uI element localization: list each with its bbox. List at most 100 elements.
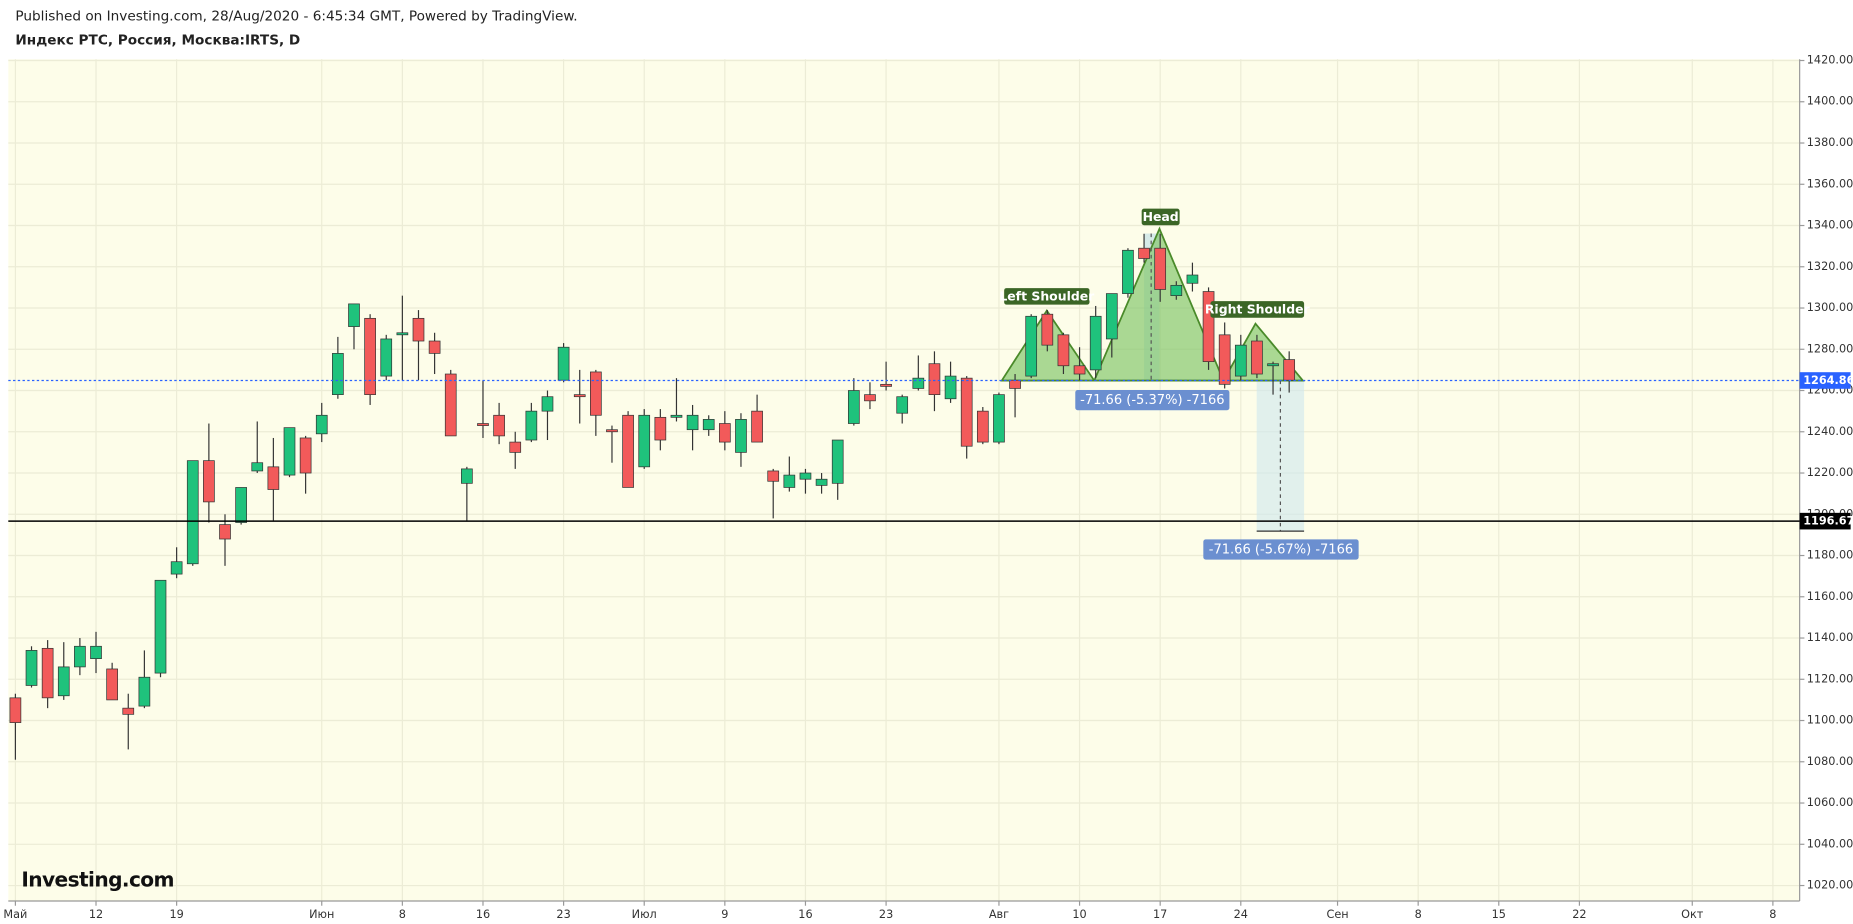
- logo: Investing.com: [21, 867, 174, 891]
- candle-body: [1041, 313, 1054, 346]
- candle-body: [1105, 293, 1118, 340]
- measure-label-box: [1075, 390, 1230, 411]
- y-tick-label: 1240.00: [1807, 425, 1853, 438]
- candle-body: [186, 460, 199, 565]
- candle-body: [1251, 340, 1263, 375]
- candle-body: [412, 317, 425, 342]
- annotation-box: [1141, 208, 1180, 226]
- candle-body: [1089, 315, 1102, 371]
- candle-body: [1202, 291, 1215, 363]
- candle-body: [541, 396, 554, 412]
- y-tick-label: 1360.00: [1807, 177, 1853, 190]
- candle-body: [573, 394, 586, 398]
- candle-body: [203, 460, 215, 503]
- candle-body: [428, 340, 441, 354]
- y-tick-label: 1340.00: [1807, 219, 1853, 232]
- candle-body: [1057, 334, 1070, 367]
- y-tick-label: 1160.00: [1807, 590, 1853, 603]
- x-tick-label: 8: [399, 908, 406, 921]
- candle-body: [477, 423, 489, 426]
- candle-body: [767, 470, 780, 482]
- price-label: 1196.67: [1803, 515, 1853, 528]
- chart-title: Индекс РТС, Россия, Москва:IRTS, D: [15, 32, 300, 48]
- y-tick-label: 1060.00: [1807, 796, 1853, 809]
- candle-body: [299, 437, 312, 474]
- candle-body: [815, 478, 828, 486]
- candle-body: [719, 423, 731, 443]
- x-tick-label: 8: [1769, 908, 1776, 921]
- x-tick-label: 16: [476, 908, 490, 921]
- candle-body: [912, 377, 925, 389]
- candle-body: [509, 441, 522, 453]
- candle-body: [1218, 334, 1231, 385]
- candle-body: [41, 647, 54, 699]
- candle-body: [654, 416, 667, 441]
- overlay: Left Shoulder Head Right Shoulder -71.66…: [21, 208, 1359, 891]
- measure-label: -71.66 (-5.67%) -7166: [1209, 543, 1353, 558]
- x-tick-label: 22: [1572, 908, 1586, 921]
- candle-body: [590, 371, 602, 416]
- subtitle: Published on Investing.com, 28/Aug/2020 …: [15, 9, 577, 25]
- y-tick-label: 1300.00: [1807, 301, 1853, 314]
- candle-body: [1138, 247, 1150, 259]
- candle-body: [976, 410, 989, 443]
- candle-body: [960, 377, 973, 447]
- x-tick-label: 17: [1153, 908, 1167, 921]
- annotation: Left Shoulder: [999, 288, 1095, 303]
- y-tick-label: 1080.00: [1807, 755, 1853, 768]
- candle-body: [670, 414, 683, 418]
- candle-body: [25, 650, 38, 686]
- candle-body: [1283, 359, 1296, 381]
- candle-body: [1267, 363, 1279, 367]
- candle-body: [364, 317, 376, 396]
- annotation: Right Shoulder: [1205, 302, 1311, 317]
- candle-body: [1073, 365, 1086, 375]
- y-tick-label: 1380.00: [1807, 136, 1853, 149]
- candle-body: [799, 472, 812, 480]
- x-tick-label: 10: [1072, 908, 1086, 921]
- y-tick-label: 1320.00: [1807, 260, 1853, 273]
- y-tick-label: 1280.00: [1807, 342, 1853, 355]
- x-tick-label: Июн: [309, 908, 334, 921]
- y-tick-label: 1180.00: [1807, 549, 1853, 562]
- candle-body: [170, 561, 183, 575]
- candle-body: [864, 394, 876, 402]
- price-label: 1264.86: [1803, 374, 1853, 387]
- candle-body: [154, 579, 167, 674]
- x-tick-label: Окт: [1681, 908, 1704, 921]
- grid: [8, 59, 1800, 902]
- candle-body: [1122, 249, 1134, 294]
- candle-body: [557, 346, 570, 381]
- y-tick-label: 1400.00: [1807, 95, 1853, 108]
- candle-body: [219, 524, 231, 540]
- x-tick-label: Сен: [1326, 908, 1348, 921]
- x-tick-label: 24: [1234, 908, 1248, 921]
- price-label-box: [1799, 512, 1851, 530]
- candle-body: [461, 468, 473, 484]
- candle-body: [380, 338, 393, 377]
- candle-body: [783, 474, 796, 488]
- x-tick-label: 9: [721, 908, 728, 921]
- x-tick-label: 8: [1415, 908, 1422, 921]
- candle-body: [622, 414, 634, 488]
- candle-body: [831, 439, 844, 484]
- x-tick-label: 23: [879, 908, 893, 921]
- candle-body: [493, 414, 505, 437]
- candle-body: [1009, 379, 1021, 389]
- annotation-box: [1004, 288, 1090, 305]
- candle-body: [283, 427, 296, 476]
- x-tick-label: 15: [1492, 908, 1506, 921]
- candle-body: [122, 707, 135, 715]
- annotation-box: [1210, 301, 1305, 318]
- candle-body: [1186, 274, 1199, 284]
- x-tick-label: 19: [169, 908, 183, 921]
- x-tick-label: 23: [556, 908, 570, 921]
- plot-area: [8, 59, 1800, 902]
- candle-body: [267, 466, 280, 490]
- candle-body: [847, 390, 860, 424]
- candle-body: [251, 462, 264, 472]
- candle-body: [9, 697, 22, 723]
- candle-body: [138, 676, 151, 707]
- candle-body: [525, 410, 538, 441]
